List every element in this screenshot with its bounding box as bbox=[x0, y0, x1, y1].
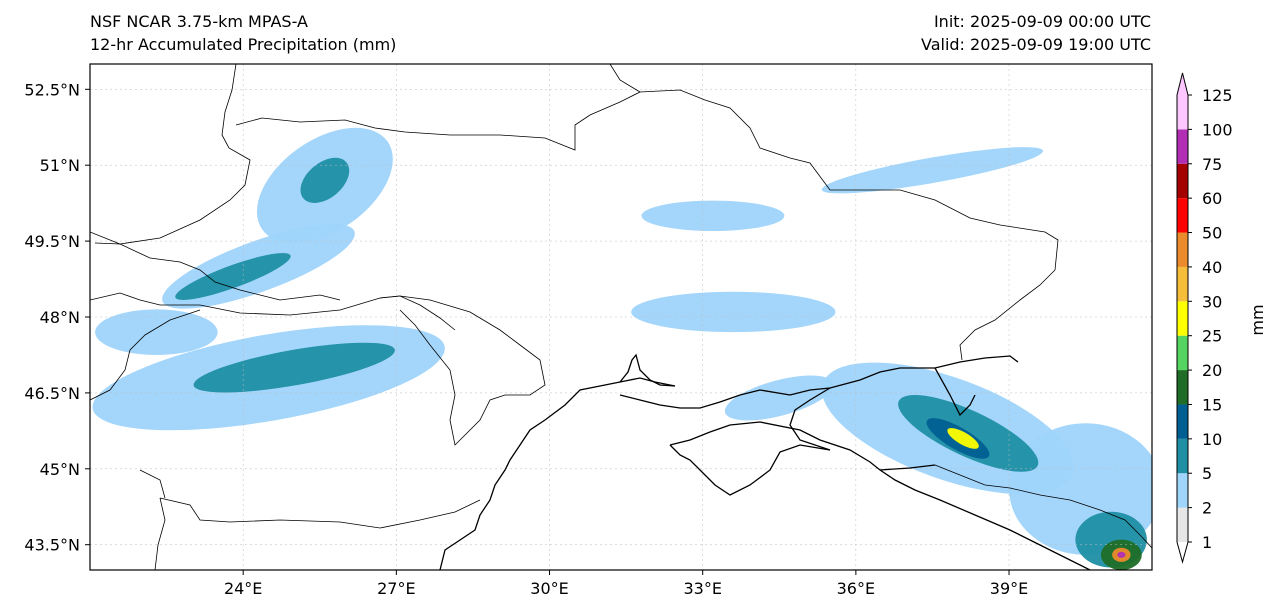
colorbar-swatch bbox=[1177, 335, 1188, 371]
lat-tick-label: 46.5°N bbox=[24, 384, 80, 403]
coastline-azov bbox=[789, 355, 1019, 451]
colorbar-tick-label: 5 bbox=[1202, 464, 1212, 483]
precip-area-19 bbox=[1117, 551, 1126, 558]
colorbar-swatch bbox=[1177, 404, 1188, 439]
lat-tick-label: 48°N bbox=[40, 308, 80, 327]
coastline-black-sea bbox=[439, 377, 1091, 570]
graticule bbox=[90, 64, 1152, 570]
colorbar-swatch bbox=[1177, 473, 1188, 508]
precip-area-6 bbox=[821, 147, 1044, 194]
lat-tick-label: 52.5°N bbox=[24, 80, 80, 99]
colorbar-swatch bbox=[1177, 198, 1188, 233]
colorbar-swatch bbox=[1177, 301, 1188, 336]
coastline-dnieper bbox=[619, 353, 676, 387]
colorbar-tick-label: 10 bbox=[1202, 430, 1222, 449]
lat-tick-label: 51°N bbox=[40, 156, 80, 175]
colorbar-tick-label: 100 bbox=[1202, 120, 1233, 139]
valid-time: Valid: 2025-09-09 19:00 UTC bbox=[920, 35, 1151, 54]
colorbar-tick-label: 2 bbox=[1202, 499, 1212, 518]
lat-tick-label: 49.5°N bbox=[24, 232, 80, 251]
init-time: Init: 2025-09-09 00:00 UTC bbox=[933, 12, 1151, 31]
lon-tick-label: 24°E bbox=[224, 579, 262, 598]
map-axes: 52.5°N 51°N 49.5°N 48°N 46.5°N 45°N 43.5°N 24°E… bbox=[24, 80, 1028, 598]
colorbar-swatch bbox=[1177, 95, 1188, 130]
colorbar-swatch bbox=[1177, 507, 1188, 542]
colorbar-tick-label: 15 bbox=[1202, 395, 1222, 414]
model-title: NSF NCAR 3.75-km MPAS-A bbox=[90, 12, 308, 31]
colorbar-swatch bbox=[1177, 232, 1188, 267]
colorbar-tick-label: 60 bbox=[1202, 189, 1222, 208]
colorbar-tick-label: 40 bbox=[1202, 258, 1222, 277]
colorbar-tick-label: 25 bbox=[1202, 327, 1222, 346]
colorbar-tick-label: 75 bbox=[1202, 155, 1222, 174]
country-border-ukraine bbox=[94, 64, 1059, 361]
precip-area-11 bbox=[175, 253, 291, 300]
lon-tick-label: 27°E bbox=[377, 579, 415, 598]
precip-area-10 bbox=[300, 157, 350, 203]
colorbar-extend-high bbox=[1177, 73, 1188, 95]
lat-tick-label: 43.5°N bbox=[24, 536, 80, 555]
colorbar-swatch bbox=[1177, 266, 1188, 302]
precip-area-5 bbox=[631, 291, 836, 333]
colorbar-tick-label: 125 bbox=[1202, 86, 1233, 105]
colorbar-swatch bbox=[1177, 370, 1188, 405]
colorbar-swatch bbox=[1177, 129, 1188, 164]
country-border-bulgaria bbox=[139, 469, 166, 570]
country-border-belarus-russia bbox=[609, 64, 641, 93]
precip-area-4 bbox=[641, 200, 785, 231]
colorbar-swatch bbox=[1177, 438, 1188, 474]
colorbar-extend-low bbox=[1177, 542, 1188, 562]
lon-tick-label: 30°E bbox=[530, 579, 568, 598]
precip-area-3 bbox=[95, 309, 218, 355]
country-border-russia-georgia bbox=[934, 464, 1152, 549]
lon-tick-label: 36°E bbox=[837, 579, 875, 598]
precip-area-12 bbox=[193, 342, 395, 393]
country-border-moldova bbox=[379, 295, 546, 446]
country-border-romania bbox=[90, 309, 481, 529]
colorbar-tick-label: 20 bbox=[1202, 361, 1222, 380]
precip-area-9 bbox=[724, 375, 834, 421]
country-border-poland-slovakia bbox=[90, 231, 456, 331]
precip-area-16 bbox=[947, 428, 979, 449]
precip-layer bbox=[92, 127, 1152, 570]
colorbar-swatch bbox=[1177, 163, 1188, 199]
colorbar-tick-label: 30 bbox=[1202, 292, 1222, 311]
lon-tick-label: 39°E bbox=[990, 579, 1028, 598]
lat-tick-label: 45°N bbox=[40, 460, 80, 479]
borders-layer bbox=[90, 64, 1152, 570]
field-title: 12-hr Accumulated Precipitation (mm) bbox=[90, 35, 397, 54]
lon-tick-label: 33°E bbox=[683, 579, 721, 598]
colorbar-tick-label: 1 bbox=[1202, 533, 1212, 552]
colorbar-tick-label: 50 bbox=[1202, 224, 1222, 243]
colorbar-unit-label: mm bbox=[1248, 304, 1267, 335]
